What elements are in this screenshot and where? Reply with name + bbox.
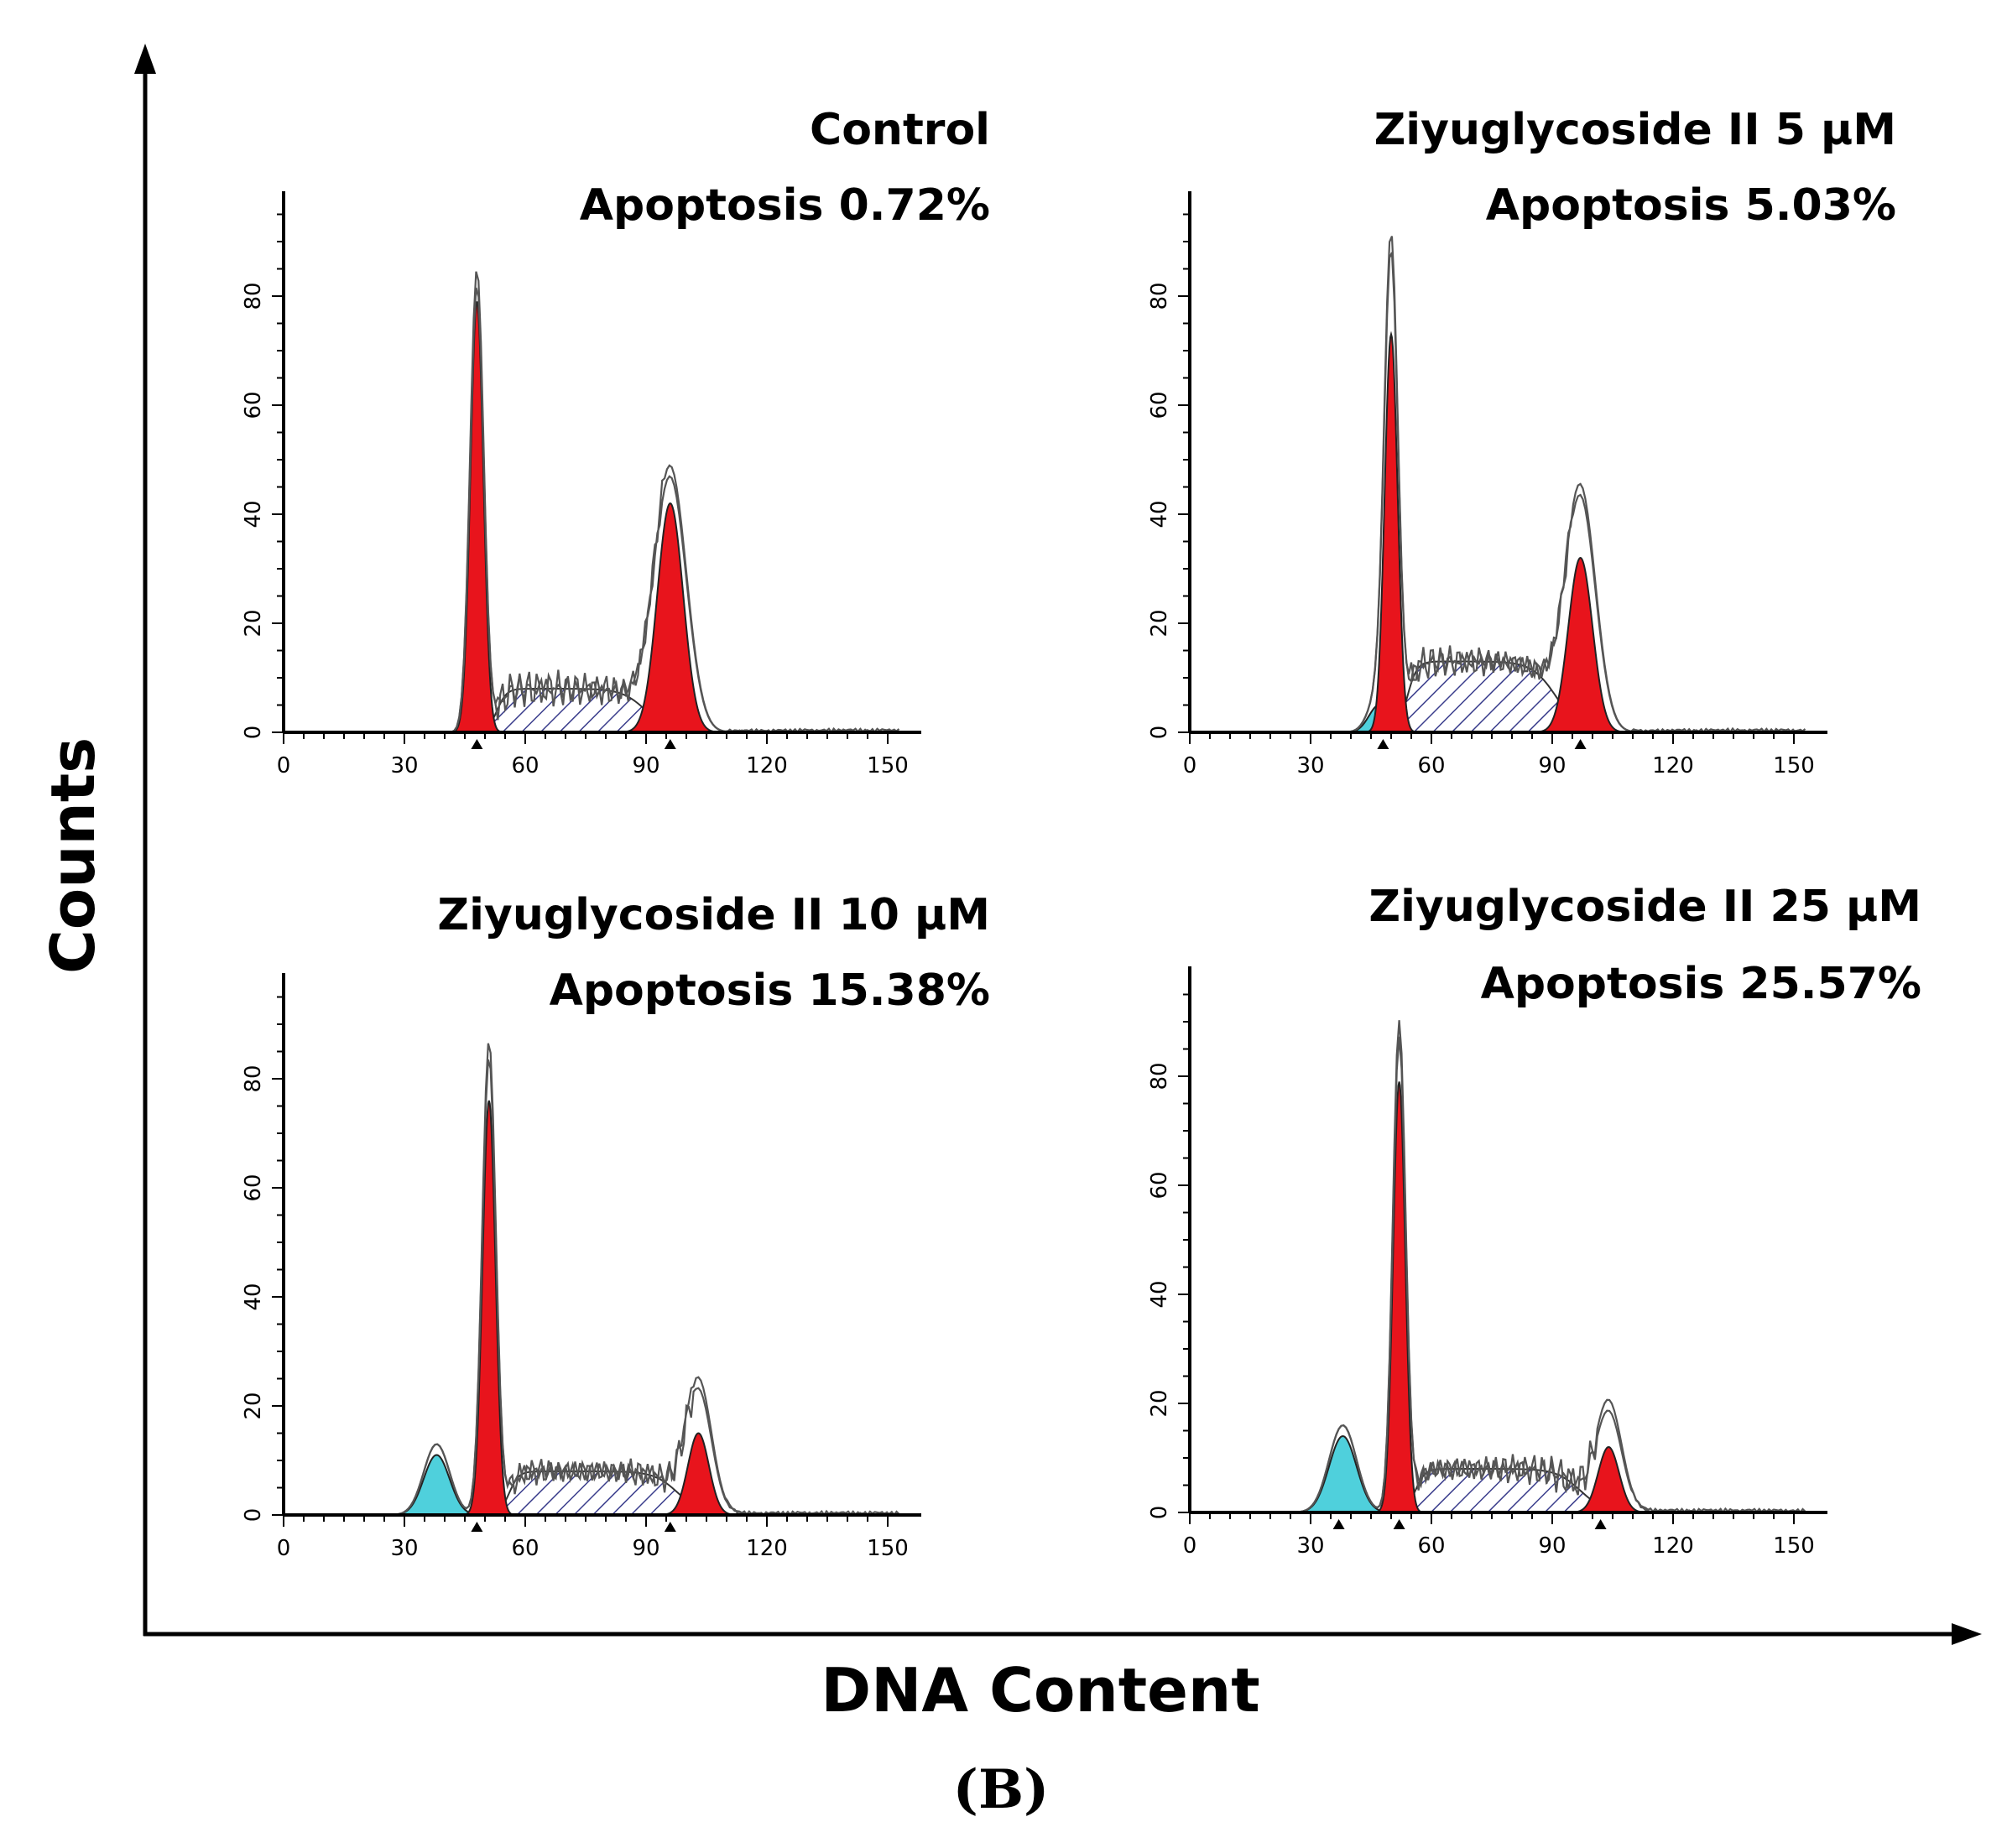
x-axis-label: DNA Content xyxy=(821,1655,1259,1726)
peak-marker xyxy=(1332,1519,1345,1529)
y-axis-label: Counts xyxy=(38,737,108,974)
x-tick-label: 120 xyxy=(746,753,788,778)
y-tick-label: 60 xyxy=(241,391,266,419)
x-tick-label: 30 xyxy=(1296,1533,1324,1559)
x-tick-label: 90 xyxy=(1538,753,1566,778)
x-tick-label: 120 xyxy=(746,1536,788,1561)
g2-peak xyxy=(618,502,722,733)
y-tick-label: 0 xyxy=(241,1508,266,1523)
g1-peak xyxy=(1374,1081,1424,1513)
peak-marker xyxy=(1393,1519,1405,1529)
x-tick-label: 0 xyxy=(1183,1533,1197,1559)
x-tick-label: 60 xyxy=(1417,753,1445,778)
y-tick-label: 60 xyxy=(1147,391,1172,419)
raw-histogram-trace xyxy=(1290,1036,1806,1514)
panel-4-title: Ziyuglycoside II 25 μM xyxy=(1368,882,1921,932)
y-tick-label: 80 xyxy=(1147,282,1172,310)
y-tick-label: 60 xyxy=(1147,1171,1172,1199)
peak-marker xyxy=(471,739,483,749)
x-tick-label: 120 xyxy=(1652,753,1694,778)
panel-1-title: Control xyxy=(810,105,990,155)
x-tick-label: 150 xyxy=(867,1536,909,1561)
panel-3-subtitle: Apoptosis 15.38% xyxy=(550,966,990,1016)
raw-histogram-trace xyxy=(383,1059,900,1517)
x-tick-label: 150 xyxy=(1773,1533,1815,1559)
histogram-panel-1: 0 30 60 90 120 150 0 20 40 60 80 xyxy=(241,191,921,778)
outer-y-axis-arrow xyxy=(134,44,156,74)
y-tick-label: 40 xyxy=(1147,1280,1172,1308)
peak-marker xyxy=(1594,1519,1607,1529)
raw-histogram-trace xyxy=(383,1043,899,1517)
raw-histogram-trace xyxy=(384,271,900,734)
y-tick-label: 20 xyxy=(1147,1389,1172,1417)
panel-2-title: Ziyuglycoside II 5 μM xyxy=(1374,105,1896,155)
x-tick-label: 30 xyxy=(1296,753,1324,778)
y-tick-label: 40 xyxy=(241,1283,266,1310)
x-tick-label: 90 xyxy=(1538,1533,1566,1559)
peak-marker xyxy=(1377,739,1389,749)
y-tick-label: 40 xyxy=(1147,500,1172,528)
x-tick-label: 60 xyxy=(511,1536,539,1561)
peak-marker xyxy=(1574,739,1587,749)
raw-histogram-trace xyxy=(384,287,900,734)
g2-peak xyxy=(655,1432,741,1516)
y-tick-label: 20 xyxy=(241,609,266,637)
raw-histogram-trace xyxy=(1290,1020,1806,1514)
x-tick-label: 30 xyxy=(390,753,418,778)
x-tick-label: 150 xyxy=(867,753,909,778)
peak-marker xyxy=(471,1522,483,1532)
x-tick-label: 0 xyxy=(1183,753,1197,778)
panel-1-subtitle: Apoptosis 0.72% xyxy=(580,180,990,231)
x-tick-label: 30 xyxy=(390,1536,418,1561)
y-tick-label: 0 xyxy=(241,726,266,740)
x-tick-label: 120 xyxy=(1652,1533,1694,1559)
x-tick-label: 90 xyxy=(632,1536,659,1561)
histogram-panel-2: 0 30 60 90 120 150 0 20 40 60 80 xyxy=(1147,191,1827,778)
y-tick-label: 60 xyxy=(241,1174,266,1201)
y-tick-label: 0 xyxy=(1147,726,1172,740)
x-tick-label: 0 xyxy=(277,1536,291,1561)
x-tick-label: 0 xyxy=(277,753,291,778)
panel-4-subtitle: Apoptosis 25.57% xyxy=(1481,959,1921,1009)
g2-peak xyxy=(1531,556,1629,733)
y-tick-label: 20 xyxy=(241,1392,266,1419)
panel-3-title: Ziyuglycoside II 10 μM xyxy=(437,890,990,940)
y-tick-label: 40 xyxy=(241,500,266,528)
raw-histogram-trace xyxy=(1290,236,1806,734)
peak-marker xyxy=(664,739,676,749)
g1-peak xyxy=(462,1100,515,1516)
figure-label: (B) xyxy=(953,1758,1050,1821)
panel-2-subtitle: Apoptosis 5.03% xyxy=(1486,180,1896,231)
s-phase-region xyxy=(1398,1468,1613,1513)
histogram-panel-3: 0 30 60 90 120 150 0 20 40 60 80 xyxy=(241,973,921,1561)
x-tick-label: 150 xyxy=(1773,753,1815,778)
y-tick-label: 80 xyxy=(241,282,266,310)
peak-marker xyxy=(664,1522,676,1532)
y-tick-label: 80 xyxy=(1147,1062,1172,1090)
y-tick-label: 0 xyxy=(1147,1506,1172,1520)
y-tick-label: 80 xyxy=(241,1065,266,1092)
x-tick-label: 60 xyxy=(1417,1533,1445,1559)
y-tick-label: 20 xyxy=(1147,609,1172,637)
g1-peak xyxy=(450,301,503,733)
outer-x-axis-arrow xyxy=(1952,1623,1982,1645)
histogram-panel-4: 0 30 60 90 120 150 0 20 40 60 80 xyxy=(1147,966,1827,1559)
x-tick-label: 90 xyxy=(632,753,659,778)
raw-histogram-trace xyxy=(1290,252,1806,734)
x-tick-label: 60 xyxy=(511,753,539,778)
g1-peak xyxy=(1364,331,1417,733)
histogram-panels: 0 30 60 90 120 150 0 20 40 60 80 0 30 60 90 120 150 0 20 40… xyxy=(241,191,1827,1561)
